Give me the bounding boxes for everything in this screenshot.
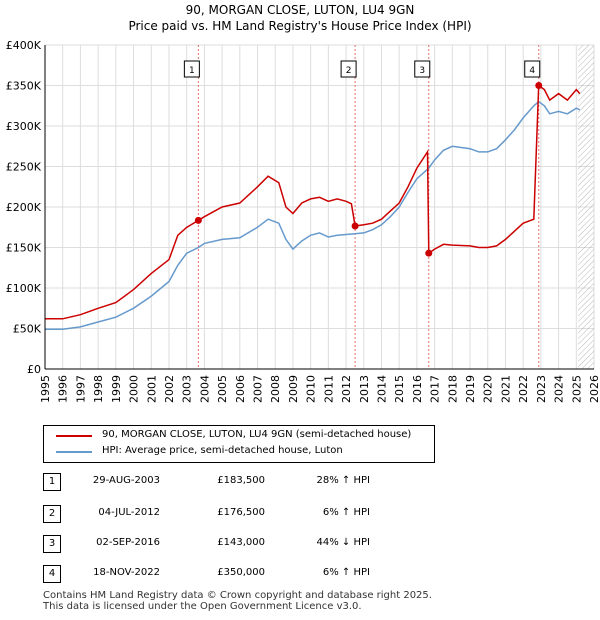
footer-licence: This data is licensed under the Open Gov… xyxy=(43,601,362,612)
legend-entry-hpi: HPI: Average price, semi-detached house,… xyxy=(44,444,434,460)
legend-label-price: 90, MORGAN CLOSE, LUTON, LU4 9GN (semi-d… xyxy=(102,429,412,440)
x-tick-label: 2007 xyxy=(252,375,265,403)
x-tick-label: 1995 xyxy=(39,375,52,403)
sale-number: 3 xyxy=(43,535,61,553)
sale-marker-box xyxy=(183,60,200,78)
x-tick-label: 2022 xyxy=(517,375,530,403)
chart-subtitle: Price paid vs. HM Land Registry's House … xyxy=(128,19,472,33)
legend-swatch-hpi xyxy=(56,451,92,453)
x-tick-label: 2018 xyxy=(446,375,459,403)
sale-date: 29-AUG-2003 xyxy=(92,475,160,486)
x-tick-label: 2014 xyxy=(375,375,388,403)
y-tick-label: £50K xyxy=(13,323,42,336)
x-tick-label: 2011 xyxy=(322,375,335,403)
sale-hpi-diff: 28% ↑ HPI xyxy=(316,475,370,486)
sale-hpi-diff: 44% ↓ HPI xyxy=(316,537,370,548)
sale-price: £183,500 xyxy=(217,475,265,486)
x-tick-label: 2026 xyxy=(588,375,600,403)
x-tick-label: 2012 xyxy=(340,375,353,403)
series-line-price xyxy=(45,84,581,320)
sale-number: 4 xyxy=(43,565,61,583)
sale-marker-box xyxy=(340,60,357,78)
x-tick-label: 2001 xyxy=(145,375,158,403)
sale-point xyxy=(425,249,433,257)
sale-price: £350,000 xyxy=(217,567,265,578)
sale-row: 3 02-SEP-2016 £143,000 44% ↓ HPI xyxy=(0,532,600,556)
sale-number: 1 xyxy=(43,473,61,491)
x-tick-label: 1997 xyxy=(74,375,87,403)
series-line-hpi xyxy=(45,100,581,331)
y-tick-label: £300K xyxy=(6,120,42,133)
x-tick-label: 2008 xyxy=(269,375,282,403)
sale-point xyxy=(351,222,359,230)
sale-hpi-diff: 6% ↑ HPI xyxy=(322,567,370,578)
x-tick-label: 2023 xyxy=(535,375,548,403)
legend: 90, MORGAN CLOSE, LUTON, LU4 9GN (semi-d… xyxy=(43,425,435,463)
chart-title-address: 90, MORGAN CLOSE, LUTON, LU4 9GN xyxy=(185,3,415,17)
sale-marker-box xyxy=(524,60,541,78)
sale-point xyxy=(194,216,202,224)
x-tick-label: 2015 xyxy=(393,375,406,403)
sale-marker-number: 2 xyxy=(346,66,352,76)
x-tick-label: 2020 xyxy=(482,375,495,403)
x-tick-label: 2021 xyxy=(499,375,512,403)
footer-copyright: Contains HM Land Registry data © Crown c… xyxy=(43,590,432,601)
sale-marker-number: 1 xyxy=(189,66,195,76)
x-tick-label: 2017 xyxy=(429,375,442,403)
x-tick-label: 2013 xyxy=(358,375,371,403)
y-tick-label: £150K xyxy=(6,242,42,255)
y-tick-label: £0 xyxy=(27,363,41,376)
sale-marker-number: 4 xyxy=(529,66,535,76)
y-tick-label: £250K xyxy=(6,161,42,174)
x-tick-label: 2025 xyxy=(570,375,583,403)
sale-marker-number: 3 xyxy=(419,66,425,76)
y-tick-label: £400K xyxy=(6,39,42,52)
x-tick-label: 2009 xyxy=(287,375,300,403)
sale-date: 02-SEP-2016 xyxy=(96,537,160,548)
legend-entry-price: 90, MORGAN CLOSE, LUTON, LU4 9GN (semi-d… xyxy=(44,428,434,444)
x-tick-label: 2005 xyxy=(216,375,229,403)
sale-price: £176,500 xyxy=(217,507,265,518)
x-tick-label: 1996 xyxy=(57,375,70,403)
x-tick-label: 1999 xyxy=(110,375,123,403)
legend-swatch-price xyxy=(56,435,92,437)
sale-date: 04-JUL-2012 xyxy=(98,507,160,518)
y-tick-label: £200K xyxy=(6,201,42,214)
sale-hpi-diff: 6% ↑ HPI xyxy=(322,507,370,518)
sale-row: 2 04-JUL-2012 £176,500 6% ↑ HPI xyxy=(0,502,600,526)
y-tick-label: £350K xyxy=(6,80,42,93)
sale-marker-box xyxy=(414,60,431,78)
sale-point xyxy=(535,82,543,89)
x-tick-label: 2002 xyxy=(163,375,176,403)
sale-row: 1 29-AUG-2003 £183,500 28% ↑ HPI xyxy=(0,470,600,494)
x-tick-label: 1998 xyxy=(92,375,105,403)
legend-label-hpi: HPI: Average price, semi-detached house,… xyxy=(102,445,343,456)
sale-price: £143,000 xyxy=(217,537,265,548)
forecast-hatch xyxy=(578,45,594,369)
price-chart: 1 2 3 4 £0 £50K £100K £150K £200K £250K £300K £350K… xyxy=(6,39,600,403)
x-tick-label: 2019 xyxy=(464,375,477,403)
x-tick-label: 2010 xyxy=(305,375,318,403)
x-tick-label: 2016 xyxy=(411,375,424,403)
x-tick-label: 2006 xyxy=(234,375,247,403)
footer: Contains HM Land Registry data © Crown c… xyxy=(43,590,432,612)
x-tick-label: 2024 xyxy=(553,375,566,403)
sale-number: 2 xyxy=(43,505,61,523)
x-tick-label: 2004 xyxy=(198,375,211,403)
x-tick-label: 2000 xyxy=(128,375,141,403)
sale-date: 18-NOV-2022 xyxy=(93,567,160,578)
y-tick-label: £100K xyxy=(6,282,42,295)
x-tick-label: 2003 xyxy=(181,375,194,403)
sale-row: 4 18-NOV-2022 £350,000 6% ↑ HPI xyxy=(0,562,600,586)
